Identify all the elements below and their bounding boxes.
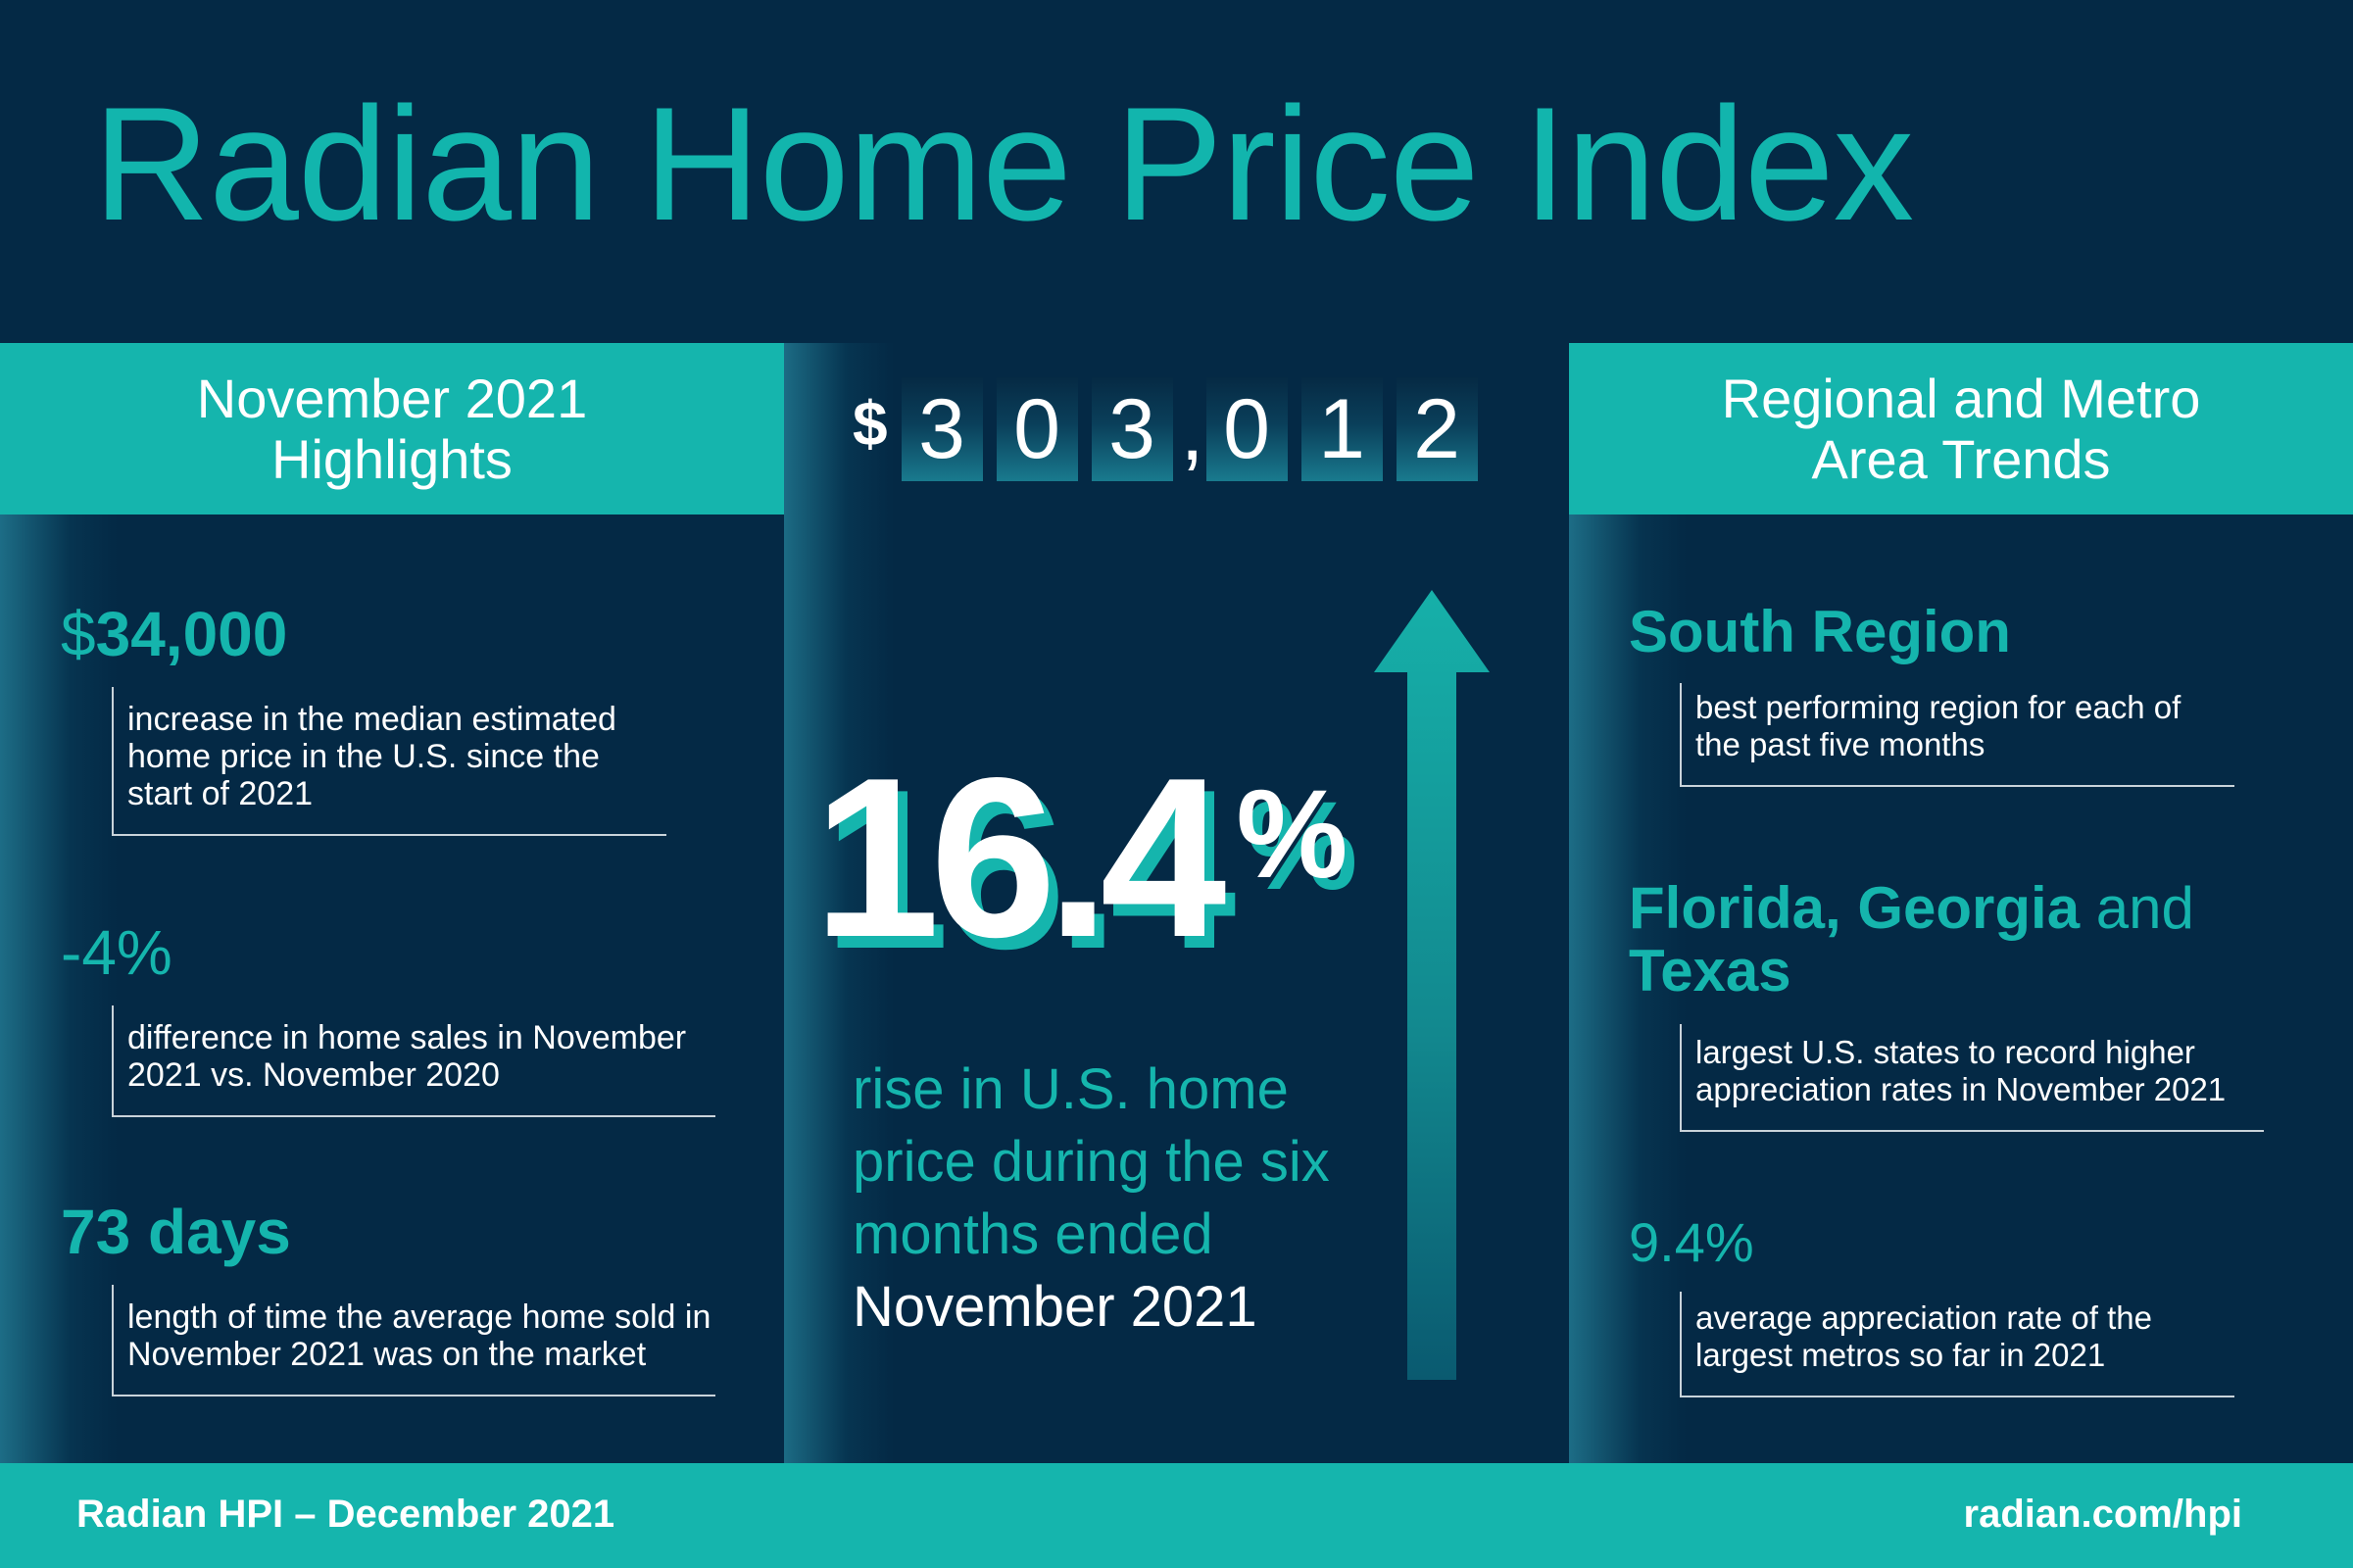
price-digit: 0 [1205,377,1288,481]
page-title: Radian Home Price Index [93,74,1914,254]
price-comma: , [1180,384,1204,478]
trends-panel [1569,514,2353,1463]
price-rise-text: rise in U.S. home price during the six m… [853,1057,1330,1266]
footer-link[interactable]: radian.com/hpi [1963,1493,2243,1536]
trend-description: largest U.S. states to record higher app… [1680,1024,2264,1132]
trend-value: Florida, Georgia and Texas [1629,877,2334,1003]
highlights-header-line2: Highlights [271,427,513,490]
highlight-value: $34,000 [61,603,747,665]
highlight-description: length of time the average home sold in … [112,1285,715,1396]
trends-header: Regional and Metro Area Trends [1569,343,2353,514]
dollar-symbol: $ [61,599,96,669]
highlights-header-line1: November 2021 [196,367,588,429]
price-digit: 2 [1396,377,1478,481]
price-digit: 3 [1091,377,1173,481]
highlight-description: increase in the median estimated home pr… [112,687,666,836]
footer: Radian HPI – December 2021 radian.com/hp… [0,1463,2353,1568]
trend-value-conjunction: and [2095,875,2194,941]
price-rise-period: November 2021 [853,1275,1257,1339]
trend-item-south-region: South Region best performing region for … [1629,603,2315,787]
median-price-odometer: $ 3 0 3 , 0 1 2 [853,377,1492,481]
price-rise-description: rise in U.S. home price during the six m… [853,1054,1362,1344]
price-rise-percentage: 16.4% [813,745,1348,972]
trend-value-number: 9.4% [1629,1211,1754,1273]
price-digit: 1 [1300,377,1383,481]
highlight-value-number: 73 days [61,1197,291,1267]
trend-description: average appreciation rate of the largest… [1680,1292,2234,1397]
trends-header-line2: Area Trends [1811,427,2111,490]
highlight-value: -4% [61,921,747,984]
dollar-symbol: $ [853,388,888,459]
highlight-item-days-on-market: 73 days length of time the average home … [61,1200,747,1396]
highlight-item-sales-diff: -4% difference in home sales in November… [61,921,747,1117]
trend-description: best performing region for each of the p… [1680,683,2234,787]
highlight-item-price-increase: $34,000 increase in the median estimated… [61,603,747,836]
trend-value: South Region [1629,599,2011,664]
trend-item-states: Florida, Georgia and Texas largest U.S. s… [1629,877,2334,1132]
up-arrow-icon [1374,590,1490,1380]
highlight-description: difference in home sales in November 202… [112,1005,715,1117]
trend-value-state-texas: Texas [1629,938,1791,1004]
price-digit: 0 [996,377,1078,481]
trend-item-metro-rate: 9.4% average appreciation rate of the la… [1629,1215,2315,1397]
price-digit: 3 [901,377,983,481]
highlight-value-number: -4% [61,917,172,988]
price-rise-number: 16.4 [813,731,1227,985]
trend-value-states: Florida, Georgia [1629,875,2081,941]
highlights-header: November 2021 Highlights [0,343,784,514]
percent-symbol: % [1236,764,1348,905]
footer-edition: Radian HPI – December 2021 [76,1493,615,1536]
trends-header-line1: Regional and Metro [1721,367,2201,429]
highlights-panel [0,514,784,1463]
highlight-value: 73 days [61,1200,747,1263]
trend-value: 9.4% [1629,1215,2315,1270]
highlight-value-number: 34,000 [95,599,288,669]
